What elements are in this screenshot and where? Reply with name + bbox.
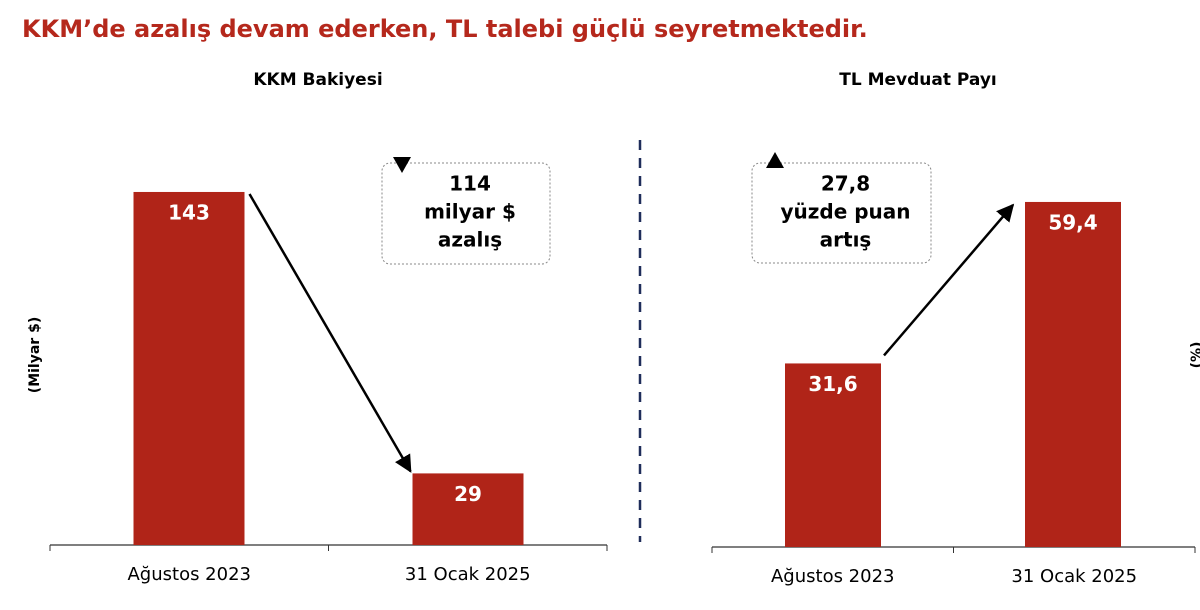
- annotation-text: azalış: [438, 228, 502, 252]
- y-axis-label: (%): [1189, 342, 1200, 369]
- trend-arrow: [248, 193, 412, 473]
- x-tick-label: Ağustos 2023: [771, 566, 895, 587]
- bar: [133, 191, 245, 545]
- annotation-text: 114: [449, 172, 491, 196]
- chart-title: KKM Bakiyesi: [253, 70, 382, 90]
- value-label: 29: [454, 482, 482, 506]
- annotation-box: [381, 162, 551, 265]
- annotation-box: [751, 162, 932, 264]
- value-label: 143: [168, 200, 210, 224]
- annotation-text: yüzde puan: [780, 200, 910, 224]
- x-tick-label: 31 Ocak 2025: [1011, 566, 1137, 587]
- x-tick-label: Ağustos 2023: [127, 564, 251, 585]
- trend-arrow: [883, 203, 1015, 357]
- annotation-text: artış: [820, 228, 872, 252]
- bar: [1025, 201, 1121, 548]
- x-tick-label: 31 Ocak 2025: [405, 564, 531, 585]
- trend-triangle: [766, 152, 784, 168]
- y-axis-label: (Milyar $): [27, 317, 43, 393]
- annotation-text: milyar $: [424, 200, 516, 224]
- trend-triangle: [393, 157, 411, 173]
- annotation-text: 27,8: [821, 172, 870, 196]
- value-label: 31,6: [808, 372, 857, 396]
- page-title: KKM’de azalış devam ederken, TL talebi g…: [22, 15, 868, 43]
- chart-title: TL Mevduat Payı: [839, 70, 997, 90]
- bar: [412, 473, 524, 545]
- value-label: 59,4: [1048, 210, 1097, 234]
- bar: [785, 363, 881, 547]
